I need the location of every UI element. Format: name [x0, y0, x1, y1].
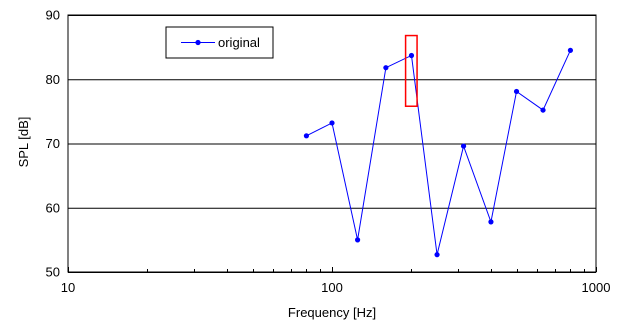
y-tick-label: 60: [46, 200, 60, 215]
y-tick-label: 80: [46, 72, 60, 87]
legend: original: [165, 26, 274, 59]
x-axis-title: Frequency [Hz]: [288, 305, 376, 320]
series-lines: [303, 47, 574, 258]
annotations: [404, 34, 418, 107]
x-tick-label: 100: [321, 280, 343, 295]
data-point: [434, 252, 440, 258]
x-tick-labels: 10 100 1000: [61, 280, 611, 295]
x-tick-label: 10: [61, 280, 75, 295]
y-tick-label: 90: [46, 8, 60, 23]
data-point: [354, 237, 361, 243]
y-axis-title: SPL [dB]: [16, 117, 31, 168]
data-point: [408, 52, 415, 59]
data-point: [567, 47, 574, 53]
data-point: [383, 65, 389, 71]
highlight-rectangle: [404, 34, 418, 107]
data-point: [303, 133, 310, 139]
legend-label: original: [218, 35, 260, 50]
x-tick-label: 1000: [582, 280, 611, 295]
plot-frame: [67, 14, 597, 273]
data-point: [540, 107, 546, 113]
series-line: [306, 50, 571, 255]
legend-marker: [195, 39, 201, 46]
data-point: [513, 88, 520, 95]
y-tick-label: 70: [46, 136, 60, 151]
data-point: [329, 120, 335, 126]
y-tick-label: 50: [46, 265, 60, 280]
data-point: [460, 143, 467, 149]
y-tick-labels: 50 60 70 80 90: [46, 8, 60, 280]
data-point: [488, 219, 494, 225]
grid-lines: [68, 15, 596, 273]
minor-ticks: [68, 267, 597, 272]
